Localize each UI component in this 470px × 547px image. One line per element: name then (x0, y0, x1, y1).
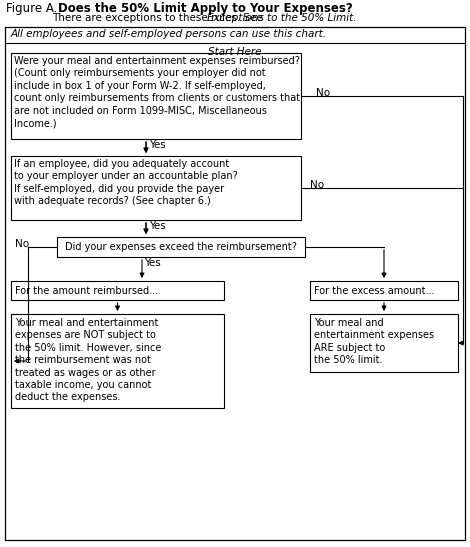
Text: There are exceptions to these rules. See: There are exceptions to these rules. See (52, 13, 266, 23)
Bar (11, 156, 301, 220)
Text: For the excess amount...: For the excess amount... (314, 286, 434, 295)
Bar (11, 314, 224, 408)
Bar (310, 281, 458, 300)
Text: Yes: Yes (149, 221, 166, 231)
Text: Exceptions to the 50% Limit.: Exceptions to the 50% Limit. (207, 13, 357, 23)
Text: Does the 50% Limit Apply to Your Expenses?: Does the 50% Limit Apply to Your Expense… (58, 2, 353, 15)
Text: Yes: Yes (149, 140, 166, 150)
Text: Did your expenses exceed the reimbursement?: Did your expenses exceed the reimburseme… (65, 242, 297, 252)
Text: Your meal and
entertainment expenses
ARE subject to
the 50% limit.: Your meal and entertainment expenses ARE… (314, 318, 434, 365)
Text: Your meal and entertainment
expenses are NOT subject to
the 50% limit. However, : Your meal and entertainment expenses are… (15, 318, 161, 403)
Bar (11, 53, 301, 139)
Text: No: No (310, 180, 324, 190)
Text: All employees and self-employed persons can use this chart.: All employees and self-employed persons … (11, 29, 327, 39)
Text: Start Here: Start Here (208, 47, 262, 57)
Text: Were your meal and entertainment expenses reimbursed?
(Count only reimbursements: Were your meal and entertainment expense… (14, 56, 300, 128)
Text: Yes: Yes (144, 258, 161, 268)
Text: For the amount reimbursed...: For the amount reimbursed... (15, 286, 158, 295)
Text: Figure A.: Figure A. (6, 2, 65, 15)
Bar (11, 281, 224, 300)
Text: No: No (15, 239, 29, 249)
Bar (57, 237, 305, 257)
Text: If an employee, did you adequately account
to your employer under an accountable: If an employee, did you adequately accou… (14, 159, 238, 206)
Text: No: No (316, 88, 330, 98)
Bar (310, 314, 458, 372)
